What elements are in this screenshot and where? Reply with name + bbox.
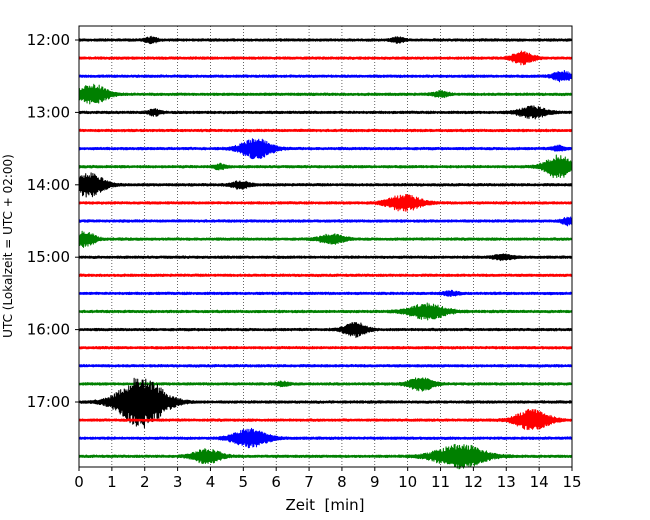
seismogram-trace: [78, 35, 573, 45]
y-tick-label: 15:00: [27, 248, 70, 266]
x-axis: 0 1 2 3 4 5 6 7 8 9 10 11 12 13 14 15: [74, 467, 582, 491]
seismogram-trace: [78, 345, 573, 350]
x-tick-label: 14: [530, 473, 549, 491]
x-tick-label: 11: [431, 473, 450, 491]
y-tick-label: 14:00: [27, 176, 70, 194]
x-tick-label: 3: [173, 473, 183, 491]
seismogram-trace: [78, 138, 573, 160]
x-tick-label: 4: [206, 473, 216, 491]
seismogram-trace: [78, 128, 573, 133]
x-axis-label: Zeit [min]: [285, 496, 364, 514]
y-axis-label: UTC (Lokalzeit = UTC + 02:00): [1, 154, 15, 338]
seismogram-trace: [78, 443, 573, 470]
seismogram-trace: [78, 230, 573, 248]
seismogram-traces: [78, 35, 573, 470]
x-tick-label: 5: [239, 473, 249, 491]
x-tick-label: 6: [271, 473, 281, 491]
seismogram-trace: [78, 363, 573, 368]
seismogram-trace: [78, 50, 573, 66]
seismogram-trace: [78, 193, 573, 212]
x-tick-label: 10: [398, 473, 417, 491]
seismogram-trace: [78, 154, 573, 179]
seismogram-trace: [78, 70, 573, 83]
x-tick-label: 12: [464, 473, 483, 491]
x-tick-label: 1: [107, 473, 117, 491]
x-tick-label: 15: [562, 473, 581, 491]
y-tick-label: 16:00: [27, 321, 70, 339]
seismogram-trace: [78, 289, 573, 298]
seismogram-trace: [78, 321, 573, 339]
seismogram-trace: [78, 105, 573, 120]
x-tick-label: 9: [370, 473, 380, 491]
x-tick-label: 2: [140, 473, 150, 491]
x-tick-label: 13: [497, 473, 516, 491]
x-tick-label: 0: [74, 473, 84, 491]
seismogram-trace: [78, 377, 573, 392]
y-tick-label: 17:00: [27, 393, 70, 411]
plot-border: [78, 25, 573, 468]
seismogram-trace: [78, 83, 573, 105]
seismogram-trace: [78, 273, 573, 278]
seismogram-trace: [78, 408, 573, 431]
x-tick-label: 7: [304, 473, 314, 491]
seismogram-trace: [78, 302, 573, 321]
seismogram-trace: [78, 377, 573, 429]
seismogram-trace: [78, 253, 573, 262]
seismogram-trace: [78, 172, 573, 198]
y-tick-label: 13:00: [27, 103, 70, 121]
x-tick-label: 8: [337, 473, 347, 491]
y-tick-label: 12:00: [27, 31, 70, 49]
y-axis: 12:00 13:00 14:00 15:00 16:00 17:00: [27, 31, 79, 411]
seismogram-trace: [78, 216, 573, 227]
seismogram-trace: [78, 427, 573, 449]
